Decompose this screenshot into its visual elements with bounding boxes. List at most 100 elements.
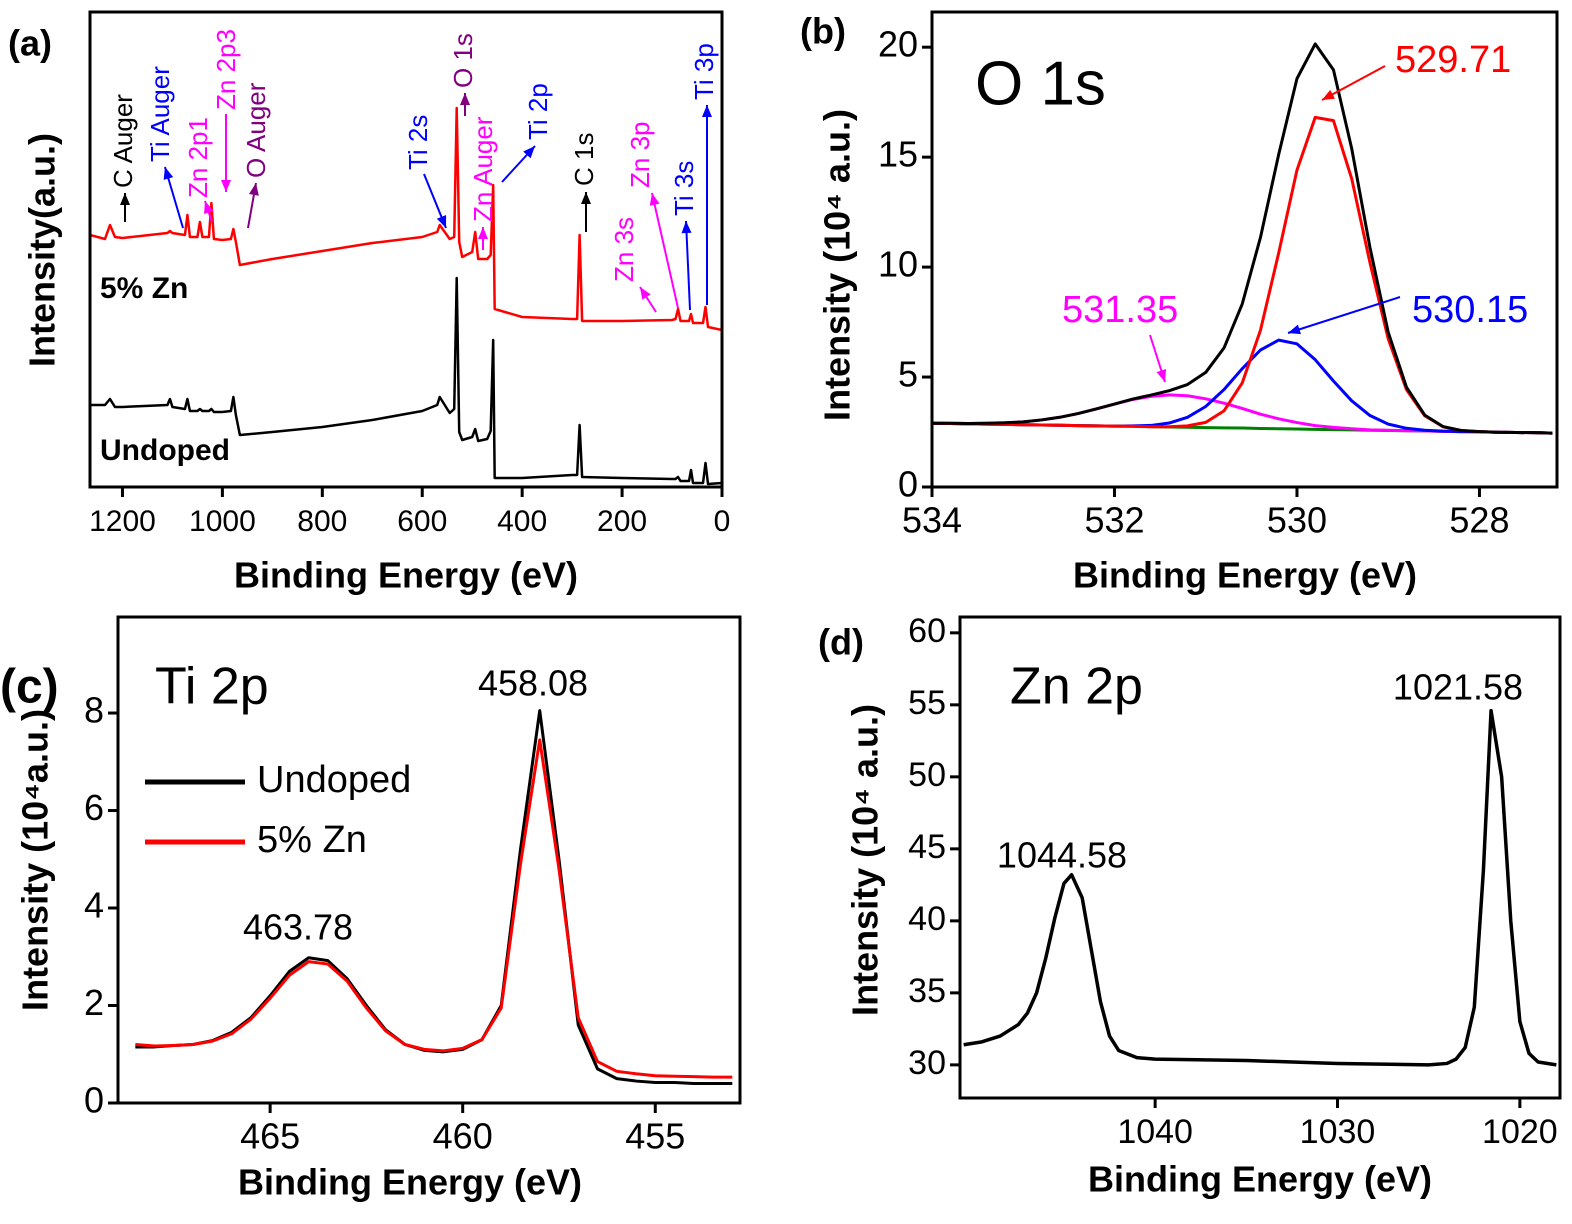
y-tick-label: 50 (908, 756, 946, 794)
annotation: O Auger (241, 82, 271, 178)
y-tick-label: 0 (84, 1080, 104, 1121)
y-tick-label: 35 (908, 972, 946, 1010)
x-tick-label: 528 (1449, 500, 1509, 541)
series-line (932, 338, 1553, 435)
plot-frame (958, 615, 1562, 1100)
annotation: Zn Auger (468, 116, 498, 222)
y-tick-label: 40 (908, 900, 946, 938)
arrow-head (1322, 89, 1335, 100)
annotation: 529.71 (1395, 39, 1511, 81)
series-line (90, 276, 722, 486)
x-tick-label: 532 (1084, 500, 1144, 541)
arrow-head (1156, 369, 1167, 382)
arrow-head (640, 287, 651, 300)
plot-frame (88, 10, 724, 489)
x-tick-label: 530 (1267, 500, 1327, 541)
annotation: Zn 3p (625, 122, 655, 189)
plot-frame (930, 10, 1559, 489)
x-axis-label: Binding Energy (eV) (238, 1162, 582, 1203)
series-line (932, 42, 1553, 435)
y-tick-label: 5 (898, 354, 918, 395)
y-tick-label: 10 (878, 244, 918, 285)
arrow-head (478, 227, 488, 239)
annotation: 530.15 (1412, 289, 1528, 331)
annotation: Ti 3s (669, 161, 699, 216)
panel-label: (a) (8, 23, 52, 64)
arrow-head (581, 192, 591, 204)
x-tick-label: 455 (625, 1116, 685, 1157)
panel-label: (d) (818, 622, 864, 663)
x-tick-label: 0 (714, 505, 731, 538)
arrow-head (163, 167, 174, 180)
series-line (963, 708, 1557, 1067)
annotation: C Auger (108, 94, 138, 188)
annotation: O 1s (448, 33, 478, 88)
arrow-head (248, 183, 259, 196)
y-axis-label: Intensity (10⁴a.u.) (15, 709, 56, 1011)
y-axis-label: Intensity (10⁴ a.u.) (845, 704, 886, 1016)
x-tick-label: 800 (297, 505, 347, 538)
panel-title: O 1s (975, 49, 1106, 118)
x-axis-label: Binding Energy (eV) (1088, 1159, 1432, 1200)
y-tick-label: 15 (878, 134, 918, 175)
annotation: Ti 3p (689, 43, 719, 100)
annotation: Ti 2p (523, 83, 553, 140)
x-tick-label: 200 (597, 505, 647, 538)
y-tick-label: 55 (908, 684, 946, 722)
legend-label: Undoped (257, 759, 411, 801)
y-tick-label: 20 (878, 24, 918, 65)
annotation: Zn 2p3 (211, 29, 241, 110)
x-axis-label: Binding Energy (eV) (234, 555, 578, 596)
legend-label: 5% Zn (257, 819, 367, 861)
panel-title: Ti 2p (155, 658, 269, 716)
x-tick-label: 600 (397, 505, 447, 538)
annotation: 1044.58 (997, 835, 1127, 876)
arrow-head (1288, 324, 1301, 335)
annotation-arrow (651, 192, 679, 309)
x-tick-label: 465 (240, 1116, 300, 1157)
x-tick-label: 1030 (1300, 1113, 1376, 1151)
arrow-head (649, 193, 660, 206)
x-tick-label: 1040 (1117, 1113, 1193, 1151)
arrow-head (702, 105, 712, 117)
x-tick-label: 400 (497, 505, 547, 538)
series-line (932, 115, 1553, 435)
plot-frame (116, 615, 742, 1105)
x-tick-label: 460 (433, 1116, 493, 1157)
series-label: 5% Zn (100, 272, 188, 305)
series-line (135, 738, 733, 1079)
arrow-head (681, 221, 692, 234)
x-tick-label: 534 (902, 500, 962, 541)
plot-area (90, 106, 722, 486)
annotation: C 1s (569, 133, 599, 186)
y-axis-label: Intensity (10⁴ a.u.) (817, 109, 858, 421)
annotation-arrow (1287, 296, 1401, 334)
annotation: Zn 2p1 (183, 117, 213, 198)
y-tick-label: 30 (908, 1044, 946, 1082)
arrow-head (204, 201, 214, 214)
y-tick-label: 2 (84, 982, 104, 1023)
y-tick-label: 60 (908, 612, 946, 650)
annotation: Ti 2s (403, 115, 433, 170)
series-label: Undoped (100, 434, 230, 467)
annotation: Ti Auger (145, 66, 175, 162)
arrow-head (436, 215, 447, 228)
x-tick-label: 1200 (89, 505, 156, 538)
y-tick-label: 4 (84, 885, 104, 926)
arrow-head (460, 93, 470, 105)
plot-area (963, 708, 1557, 1067)
plot-area (932, 42, 1553, 435)
y-axis-label: Intensity(a.u.) (22, 133, 63, 367)
annotation: 458.08 (478, 663, 588, 704)
y-tick-label: 0 (898, 464, 918, 505)
annotation: 531.35 (1062, 289, 1178, 331)
series-line (90, 106, 722, 332)
annotation: 1021.58 (1393, 667, 1523, 708)
x-tick-label: 1020 (1482, 1113, 1558, 1151)
series-line (135, 709, 733, 1085)
arrow-head (120, 193, 130, 205)
panel-label: (c) (0, 661, 59, 714)
annotation: Zn 3s (609, 217, 639, 282)
x-axis-label: Binding Energy (eV) (1073, 555, 1417, 596)
